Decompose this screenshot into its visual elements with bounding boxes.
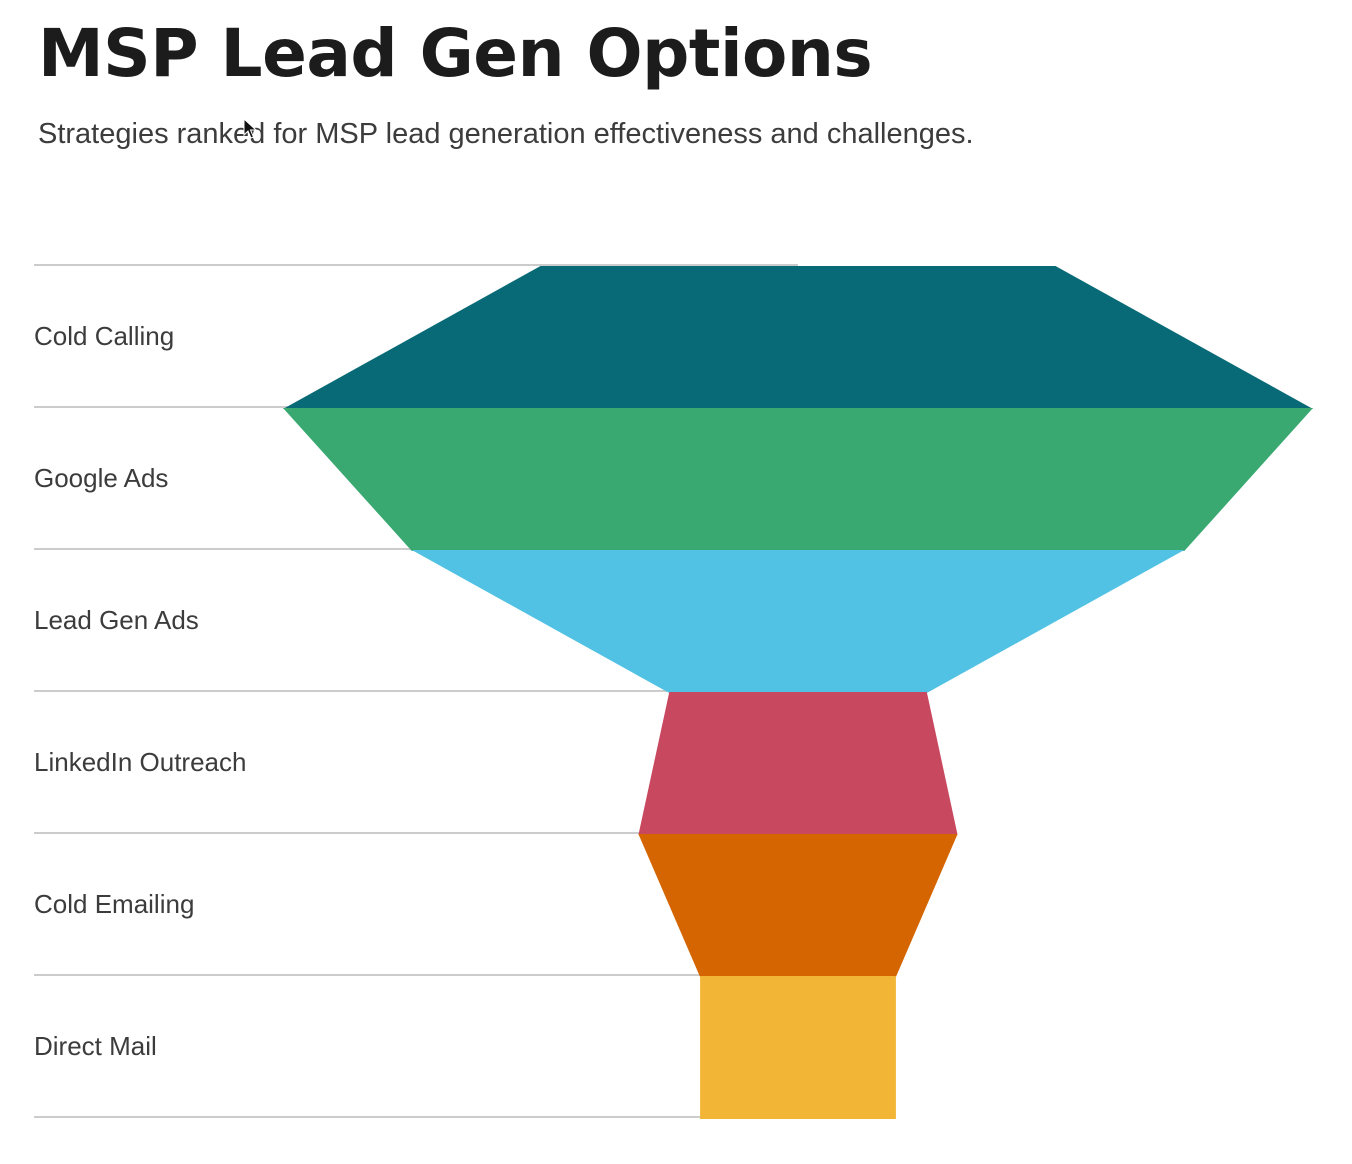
- funnel-segment-lead-gen-ads[interactable]: [411, 550, 1185, 693]
- category-label: Cold Calling: [34, 321, 174, 351]
- page-title: MSP Lead Gen Options: [38, 15, 873, 92]
- category-labels: Cold Calling Google Ads Lead Gen Ads Linked…: [34, 321, 246, 1061]
- funnel-segment-google-ads[interactable]: [283, 408, 1313, 551]
- mouse-pointer-icon: [243, 118, 258, 139]
- funnel-segment-linkedin-outreach[interactable]: [638, 692, 958, 835]
- funnel-segments: [283, 266, 1313, 1119]
- category-label: Google Ads: [34, 463, 168, 493]
- page-subtitle: Strategies ranked for MSP lead generatio…: [38, 118, 974, 150]
- funnel-segment-cold-calling[interactable]: [283, 266, 1313, 409]
- category-label: LinkedIn Outreach: [34, 747, 246, 777]
- category-label: Lead Gen Ads: [34, 605, 199, 635]
- funnel-segment-cold-emailing[interactable]: [638, 834, 958, 977]
- category-label: Direct Mail: [34, 1031, 157, 1061]
- category-label: Cold Emailing: [34, 889, 194, 919]
- funnel-segment-direct-mail[interactable]: [700, 976, 896, 1119]
